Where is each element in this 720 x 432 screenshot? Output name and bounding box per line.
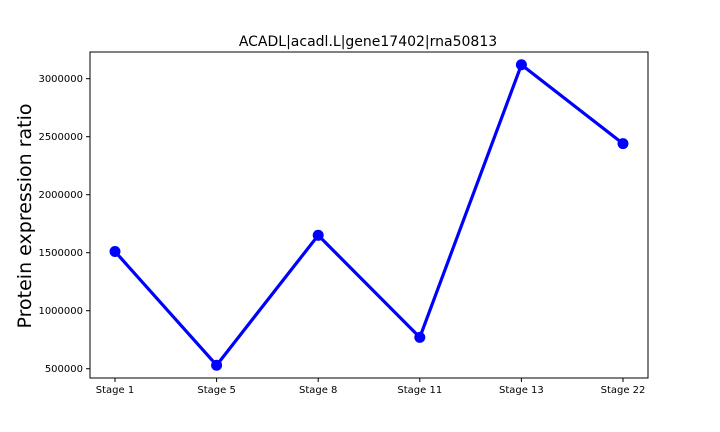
data-point [515,59,527,71]
x-tick-label: Stage 13 [499,385,544,396]
x-tick-label: Stage 22 [601,385,646,396]
x-tick-label: Stage 5 [197,385,235,396]
data-point [312,229,324,241]
y-tick-label: 500000 [45,364,83,375]
y-axis-label: Protein expression ratio [14,104,36,329]
data-point [109,246,121,258]
data-point [211,359,223,371]
plot-frame [89,51,649,379]
y-axis: 500000 1000000 1500000 2000000 2500000 300000… [38,74,90,375]
series-layer [109,59,629,371]
y-tick-label: 2000000 [38,190,83,201]
y-tick-label: 3000000 [38,74,83,85]
x-tick-label: Stage 8 [299,385,337,396]
y-tick-label: 2500000 [38,132,83,143]
data-point [617,138,629,150]
x-tick-label: Stage 1 [96,385,134,396]
series-line [113,63,624,367]
x-tick-label: Stage 11 [397,385,442,396]
y-tick-label: 1500000 [38,248,83,259]
data-point [414,331,426,343]
y-tick-label: 1000000 [38,306,83,317]
x-axis: Stage 1 Stage 5 Stage 8 Stage 11 Stage 13 Sta… [96,378,646,396]
chart-title: ACADL|acadl.L|gene17402|rna50813 [239,34,497,50]
